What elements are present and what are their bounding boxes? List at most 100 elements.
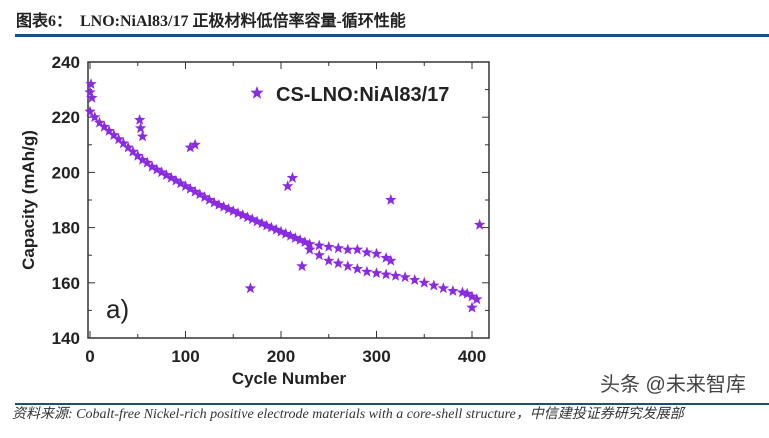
data-point [299,236,311,248]
y-tick-label: 180 [52,219,80,238]
data-point [251,215,263,227]
data-point [256,217,268,229]
data-point [146,160,158,172]
data-point [313,239,325,251]
y-tick-label: 240 [52,53,80,72]
data-point [361,246,373,258]
data-point [89,111,101,123]
data-point [284,229,297,241]
data-point [428,279,440,291]
data-point [351,243,364,255]
data-point [132,149,144,161]
data-point [270,223,282,235]
data-point [213,199,225,210]
data-point [294,234,306,245]
data-point [389,269,402,281]
axis-ticks: 0 100 200 300 400 140 160 180 200 220 240 [52,53,489,366]
data-point [93,116,106,128]
data-point [473,218,486,230]
data-point [361,265,373,277]
data-point [108,129,120,140]
data-point [160,169,173,180]
y-tick-label: 200 [52,163,80,182]
data-point [447,285,459,296]
data-point [385,254,397,266]
data-point [184,141,196,153]
data-point [184,183,196,194]
x-tick-label: 400 [458,347,486,366]
data-point [461,287,473,299]
data-point [286,171,299,183]
x-tick-label: 100 [171,347,199,366]
data-point [136,130,149,142]
y-tick-label: 220 [52,108,80,127]
data-point [296,260,308,272]
data-point [151,163,163,175]
data-point [141,156,153,168]
data-point [208,196,220,208]
data-point [127,145,139,157]
data-point [227,205,239,216]
data-point [466,290,478,302]
data-point [232,207,244,219]
data-point [261,219,273,231]
data-point [342,243,354,255]
data-point [380,252,392,263]
data-point [351,263,364,274]
data-point [85,78,97,89]
data-point [136,154,149,165]
scatter-chart: 0 100 200 300 400 140 160 180 200 220 240 CS-LNO:N… [19,53,490,388]
data-point [155,166,168,178]
x-axis-title: Cycle Number [232,369,347,388]
data-point [134,114,146,125]
data-point [222,203,235,214]
data-point [170,174,182,186]
data-point [323,254,335,266]
data-point [165,171,177,183]
figure-title: 图表6： LNO:NiAl83/17 正极材料低倍率容量-循环性能 [16,13,406,30]
y-tick-label: 160 [52,274,80,293]
data-point [198,191,211,203]
data-point [103,125,115,136]
data-point [332,242,344,254]
data-point [437,282,450,294]
data-point [323,240,335,252]
data-point [418,276,430,288]
data-point [189,185,201,197]
data-point [175,177,187,189]
data-point [189,138,201,150]
data-point [399,271,411,283]
y-tick-label: 140 [52,329,80,348]
data-point [282,180,294,192]
data-point [86,91,98,103]
data-point [203,194,216,205]
data-point [342,260,354,272]
data-point [370,247,383,259]
data-point [466,301,478,313]
data-point [134,122,147,134]
legend-marker [250,86,264,99]
data-point [246,213,259,225]
data-point [409,274,421,285]
data-point [179,180,192,192]
data-point [303,238,316,249]
data-point [385,194,397,205]
data-point [84,86,96,98]
data-point [218,200,230,212]
x-tick-label: 0 [85,347,94,366]
panel-label: a) [106,294,129,324]
data-point [265,221,278,233]
x-tick-label: 200 [267,347,295,366]
footer-divider [15,403,769,405]
source-note: 资料来源: Cobalt-free Nickel-rich positive e… [12,407,684,422]
data-point [84,105,96,117]
x-tick-label: 300 [362,347,390,366]
data-point [380,268,392,280]
data-point [98,120,110,132]
data-point [244,282,257,294]
data-point [289,232,301,243]
legend-label: CS-LNO:NiAl83/17 [276,84,449,106]
data-point [303,243,316,255]
y-axis-title: Capacity (mAh/g) [19,130,38,270]
title-divider [15,34,769,37]
